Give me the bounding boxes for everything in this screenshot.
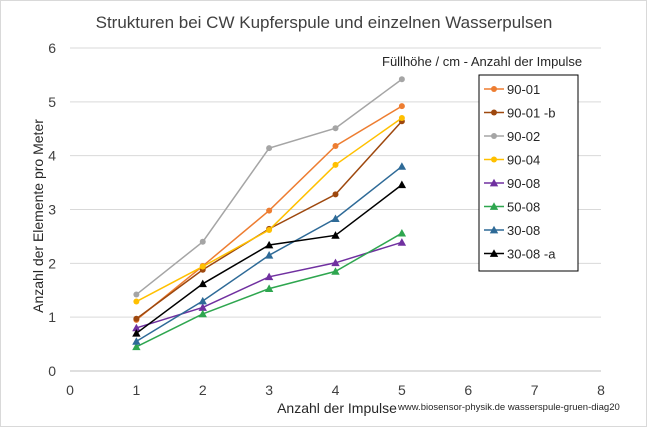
data-point (397, 238, 407, 246)
series-line (135, 184, 403, 334)
x-tick-label: 0 (66, 382, 74, 398)
legend-entry: 30-08 (484, 223, 540, 238)
legend-marker (489, 249, 499, 257)
data-point (331, 258, 340, 267)
series-90-04 (133, 114, 405, 305)
legend-marker (491, 133, 497, 139)
data-point (133, 291, 140, 298)
data-point (397, 228, 407, 237)
x-tick-label: 4 (332, 382, 340, 398)
legend-marker (489, 178, 499, 187)
data-point (332, 191, 339, 198)
series-layer (132, 76, 407, 351)
data-point (266, 145, 273, 152)
chart-title: Strukturen bei CW Kupferspule und einzel… (96, 13, 553, 32)
x-axis-title: Anzahl der Impulse (277, 400, 397, 416)
data-point (132, 323, 141, 332)
legend-label: 50-08 (507, 200, 540, 215)
x-tick-label: 1 (132, 382, 140, 398)
legend: 90-01 90-01 -b 90-02 90-04 90-08 50-08 30-08 30… (478, 74, 579, 272)
y-tick-label: 5 (48, 94, 56, 110)
data-point (198, 309, 207, 318)
legend-title: Füllhöhe / cm - Anzahl der Impulse (382, 54, 582, 69)
legend-marker (489, 225, 499, 234)
data-point (132, 329, 141, 337)
data-point (398, 114, 405, 121)
legend-label: 30-08 (507, 223, 540, 238)
data-point (397, 162, 407, 170)
y-tick-label: 1 (48, 309, 56, 325)
x-tick-label: 8 (597, 382, 605, 398)
legend-entry: 90-02 (484, 129, 540, 144)
data-point (199, 263, 206, 270)
legend-entry: 90-08 (484, 176, 540, 191)
data-point (198, 303, 207, 311)
legend-marker (491, 156, 497, 163)
data-point (331, 267, 340, 275)
legend-label: 90-01 (507, 82, 540, 97)
axes: 0 1 2 3 4 5 6 0 1 2 3 4 5 6 7 8 (48, 40, 605, 398)
footer-note: www.biosensor-physik.de wasserspule-grue… (397, 402, 620, 413)
legend-label: 90-08 (507, 176, 540, 191)
y-tick-label: 3 (48, 202, 56, 218)
legend-label: 90-01 -b (507, 106, 555, 121)
data-point (266, 226, 273, 233)
y-tick-label: 4 (48, 148, 56, 164)
legend-entry: 90-01 -b (484, 106, 555, 121)
y-tick-label: 2 (48, 255, 56, 271)
series-30-08-a (132, 180, 407, 337)
data-point (397, 180, 407, 189)
data-point (198, 296, 207, 305)
legend-label: 30-08 -a (507, 247, 556, 262)
legend-marker (491, 109, 497, 116)
legend-entry: 90-01 (484, 82, 540, 97)
data-point (398, 103, 405, 110)
data-point (133, 298, 140, 305)
y-axis-title: Anzahl der Elemente pro Meter (30, 119, 46, 313)
series-90-02 (133, 76, 405, 298)
legend-label: 90-04 (507, 153, 540, 168)
x-tick-label: 6 (464, 382, 472, 398)
data-point (331, 231, 340, 239)
data-point (398, 76, 405, 83)
data-point (332, 142, 339, 149)
x-tick-label: 5 (398, 382, 406, 398)
legend-entry: 90-04 (484, 153, 540, 168)
y-tick-label: 6 (48, 40, 56, 56)
series-30-08 (132, 162, 407, 345)
gridlines (70, 47, 601, 318)
data-point (264, 251, 274, 259)
data-point (198, 279, 207, 288)
legend-marker (491, 86, 497, 92)
legend-entry: 50-08 (484, 200, 540, 215)
data-point (132, 342, 141, 351)
x-tick-label: 2 (199, 382, 207, 398)
data-point (264, 272, 274, 281)
data-point (264, 240, 274, 249)
data-point (332, 161, 339, 168)
legend-marker (489, 202, 499, 210)
legend-entry: 30-08 -a (484, 247, 556, 262)
series-50-08 (132, 228, 407, 351)
series-line (135, 78, 403, 296)
data-point (132, 337, 141, 345)
data-point (331, 214, 340, 223)
legend-box (478, 74, 579, 272)
data-point (199, 238, 206, 245)
data-point (264, 284, 274, 292)
x-tick-label: 7 (531, 382, 539, 398)
y-tick-label: 0 (48, 363, 56, 379)
data-point (133, 315, 140, 322)
x-tick-label: 3 (265, 382, 273, 398)
data-point (332, 125, 339, 132)
legend-label: 90-02 (507, 129, 540, 144)
data-point (266, 207, 273, 214)
